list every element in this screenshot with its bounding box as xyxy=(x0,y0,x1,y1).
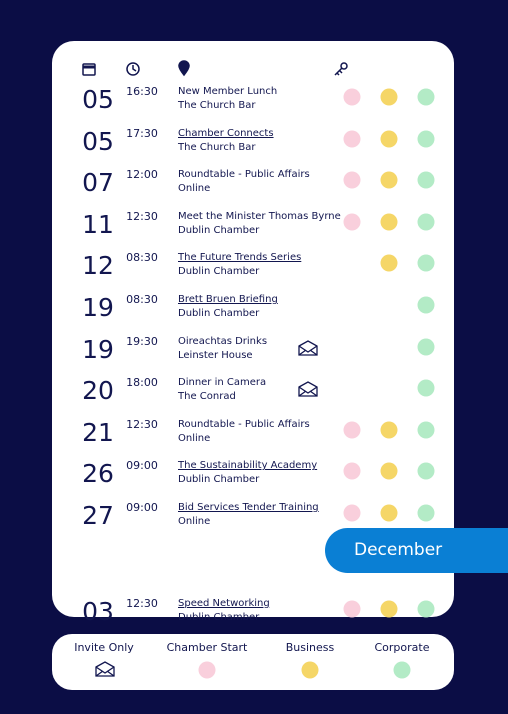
event-day: 05 xyxy=(82,126,114,156)
event-day: 20 xyxy=(82,376,114,406)
chamber-start-dot xyxy=(343,504,361,522)
event-time: 12:30 xyxy=(126,417,158,431)
event-venue: Online xyxy=(178,183,211,195)
event-time: 16:30 xyxy=(126,85,158,98)
corporate-dot xyxy=(417,421,435,439)
event-title[interactable]: Bid Services Tender Training xyxy=(178,502,319,513)
business-dot xyxy=(380,504,398,522)
corporate-dot xyxy=(417,600,435,618)
event-title: Dinner in Camera xyxy=(178,377,267,389)
invite-only-icon xyxy=(298,381,318,397)
event-day: 21 xyxy=(82,417,114,447)
event-title: Roundtable - Public Affairs xyxy=(178,169,310,181)
event-time: 19:30 xyxy=(126,334,158,348)
event-time: 12:30 xyxy=(126,209,158,223)
legend-label: Chamber Start xyxy=(166,641,248,654)
chamber-start-dot xyxy=(343,171,361,189)
corporate-dot xyxy=(417,254,435,272)
event-venue: Dublin Chamber xyxy=(178,474,260,486)
invite-only-icon xyxy=(298,339,318,356)
event-time: 12:00 xyxy=(126,168,158,182)
legend-label: Invite Only xyxy=(74,641,134,654)
event-day: 19 xyxy=(82,334,114,364)
business-dot xyxy=(380,600,398,618)
chamber-start-dot xyxy=(343,213,361,231)
corporate-dot xyxy=(417,88,435,106)
event-day: 12 xyxy=(82,251,114,281)
chamber-start-dot xyxy=(198,661,216,679)
event-venue: Dublin Chamber xyxy=(178,266,260,278)
corporate-dot xyxy=(417,379,435,397)
event-title[interactable]: The Sustainability Academy xyxy=(178,460,318,472)
event-title[interactable]: Speed Networking xyxy=(178,597,270,609)
event-day: 07 xyxy=(82,168,114,198)
event-time: 08:30 xyxy=(126,293,158,306)
business-dot xyxy=(380,88,398,106)
corporate-dot xyxy=(417,504,435,522)
event-time: 09:00 xyxy=(126,459,158,473)
business-dot xyxy=(380,254,398,272)
event-venue: Dublin Chamber xyxy=(178,224,260,236)
event-venue: Online xyxy=(178,516,211,527)
corporate-dot xyxy=(393,661,411,679)
corporate-dot xyxy=(417,171,435,189)
invite-only-icon xyxy=(95,661,115,677)
event-time: 17:30 xyxy=(126,126,158,140)
legend-label: Business xyxy=(285,641,335,654)
event-title: Roundtable - Public Affairs xyxy=(178,418,310,430)
event-time: 18:00 xyxy=(126,376,158,390)
business-dot xyxy=(301,661,319,679)
event-title[interactable]: Brett Bruen Briefing xyxy=(178,294,278,305)
event-title[interactable]: Chamber Connects xyxy=(178,127,274,139)
chamber-start-dot xyxy=(343,600,361,618)
corporate-dot xyxy=(417,462,435,480)
event-day: 26 xyxy=(82,459,114,489)
corporate-dot xyxy=(417,213,435,231)
business-dot xyxy=(380,213,398,231)
event-title: New Member Lunch xyxy=(178,86,278,97)
event-time: 09:00 xyxy=(126,501,158,514)
chamber-start-dot xyxy=(343,130,361,148)
chamber-start-dot xyxy=(343,88,361,106)
event-day: 03 xyxy=(82,596,114,626)
business-dot xyxy=(380,421,398,439)
corporate-dot xyxy=(417,130,435,148)
chamber-start-dot xyxy=(343,421,361,439)
event-time: 08:30 xyxy=(126,251,158,265)
event-title: Oireachtas Drinks xyxy=(178,335,268,347)
event-venue: Dublin Chamber xyxy=(178,308,260,319)
event-time: 12:30 xyxy=(126,596,158,610)
event-venue: The Church Bar xyxy=(178,100,256,111)
business-dot xyxy=(380,171,398,189)
legend-label: Corporate xyxy=(374,641,430,654)
legend-card xyxy=(52,634,454,690)
business-dot xyxy=(380,462,398,480)
event-title: Meet the Minister Thomas Byrne xyxy=(178,210,341,222)
event-day: 05 xyxy=(82,85,114,114)
month-banner: December xyxy=(325,527,508,573)
event-venue: Dublin Chamber xyxy=(178,611,260,623)
business-dot xyxy=(380,130,398,148)
event-venue: Leinster House xyxy=(178,349,253,361)
event-title[interactable]: The Future Trends Series xyxy=(178,252,302,264)
corporate-dot xyxy=(417,338,435,356)
event-day: 27 xyxy=(82,501,114,530)
corporate-dot xyxy=(417,296,435,314)
event-venue: The Church Bar xyxy=(178,141,256,153)
chamber-start-dot xyxy=(343,462,361,480)
event-venue: Online xyxy=(178,432,211,444)
event-venue: The Conrad xyxy=(178,391,236,403)
event-day: 11 xyxy=(82,209,114,239)
event-day: 19 xyxy=(82,293,114,322)
